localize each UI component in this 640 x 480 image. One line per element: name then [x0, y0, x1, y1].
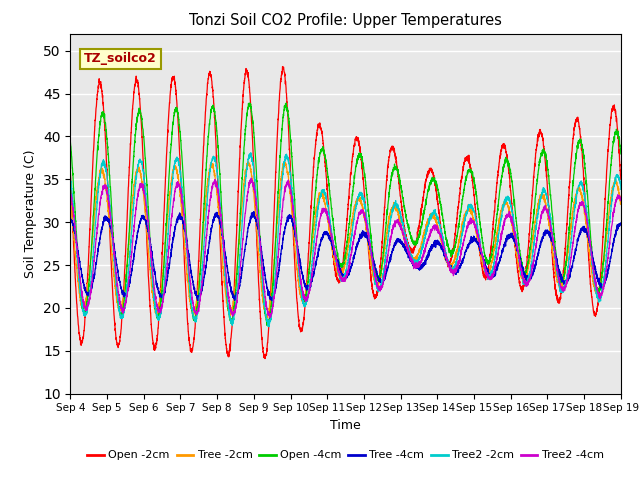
- Text: TZ_soilco2: TZ_soilco2: [84, 52, 157, 65]
- Title: Tonzi Soil CO2 Profile: Upper Temperatures: Tonzi Soil CO2 Profile: Upper Temperatur…: [189, 13, 502, 28]
- Y-axis label: Soil Temperature (C): Soil Temperature (C): [24, 149, 38, 278]
- X-axis label: Time: Time: [330, 419, 361, 432]
- Legend: Open -2cm, Tree -2cm, Open -4cm, Tree -4cm, Tree2 -2cm, Tree2 -4cm: Open -2cm, Tree -2cm, Open -4cm, Tree -4…: [83, 446, 608, 465]
